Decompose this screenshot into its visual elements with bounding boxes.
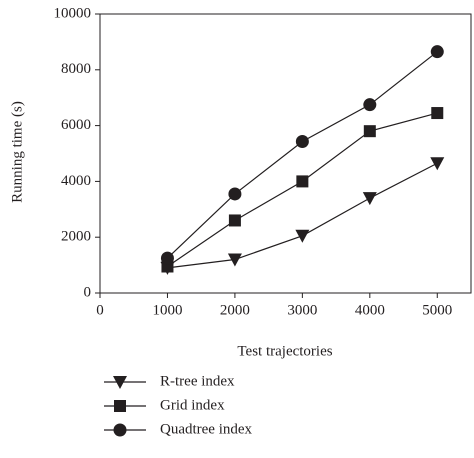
x-tick-label: 4000 [355, 302, 385, 318]
marker [228, 214, 241, 227]
legend-label: Quadtree index [160, 421, 253, 437]
series-line [167, 51, 438, 259]
marker [227, 253, 242, 267]
marker [431, 107, 444, 120]
marker [160, 251, 174, 265]
x-tick-label: 1000 [152, 302, 182, 318]
x-axis-title: Test trajectories [237, 343, 332, 359]
y-axis-title: Running time (s) [9, 101, 25, 203]
marker [363, 98, 377, 112]
legend-marker [113, 423, 127, 437]
y-tick-label: 6000 [61, 117, 91, 133]
y-tick-label: 10000 [54, 5, 92, 21]
y-tick-label: 0 [84, 284, 92, 300]
legend-label: Grid index [160, 397, 225, 413]
y-tick-label: 2000 [61, 229, 91, 245]
marker [296, 175, 309, 188]
x-tick-label: 2000 [220, 302, 250, 318]
plot-frame [99, 13, 472, 294]
legend-marker [114, 400, 126, 412]
marker [430, 45, 444, 59]
legend-label: R-tree index [160, 373, 235, 389]
y-tick-label: 4000 [61, 173, 91, 189]
marker [295, 135, 309, 149]
marker [295, 229, 310, 243]
x-tick-label: 5000 [422, 302, 452, 318]
legend-marker [113, 376, 127, 389]
y-tick-label: 8000 [61, 61, 91, 77]
marker [228, 187, 242, 201]
x-tick-label: 0 [96, 302, 104, 318]
marker [363, 125, 376, 138]
x-tick-label: 3000 [287, 302, 317, 318]
marker [430, 157, 445, 171]
marker [362, 192, 377, 206]
